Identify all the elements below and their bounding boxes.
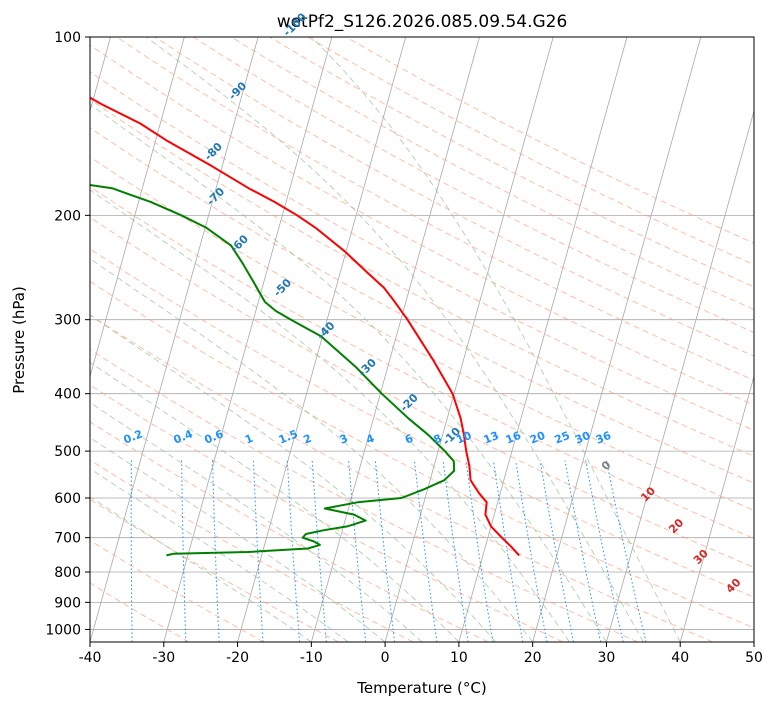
dry-adiabat-line [116,37,754,381]
dry-adiabat-line [90,44,754,406]
x-tick-label: 30 [598,650,616,666]
mixing-ratio-line [515,460,548,642]
moist-adiabat-line [90,314,497,642]
x-tick-label: 0 [381,650,390,666]
y-tick-label: 100 [54,30,81,46]
isotherm-line [458,37,628,642]
x-tick-label: -10 [300,650,323,666]
isotherm-line [163,37,333,642]
series-layer [90,96,520,557]
mixing-ratio-line [493,460,524,642]
isotherm-line [384,37,554,642]
moist-adiabat-line [311,37,681,642]
mixing-ratio-line [606,460,647,642]
x-tick-label: -30 [152,650,175,666]
dry-adiabat-line [90,127,754,484]
y-tick-label: 800 [54,565,81,581]
isotherm-line [90,37,259,642]
y-tick-label: 600 [54,491,81,507]
grid-layer [90,37,754,642]
adiabat-layer [90,37,754,642]
mixing-ratio-label: 1 [243,432,255,447]
axis-layer: -40 -30 -20 -10 0 10 20 30 40 50 100 200 300 400 500 60… [45,30,763,666]
y-tick-label: 400 [54,387,81,403]
dry-adiabat-line [90,216,754,568]
chart-title: wetPf2_S126.2026.085.09.54.G26 [277,12,568,32]
plot-area [90,37,754,642]
mixing-ratio-line [564,460,602,642]
x-tick-label: 20 [524,650,542,666]
y-tick-label: 900 [54,595,81,611]
moist-adiabat-line [90,103,607,642]
mixing-ratio-label: 10 [454,429,473,447]
mixing-ratio-label: 16 [504,429,523,447]
dry-adiabat-line [90,98,754,457]
moist-adiabat-line [90,496,312,642]
y-axis-title: Pressure (hPa) [10,286,28,394]
mixing-ratio-line [442,460,469,642]
plot-frame [89,36,755,643]
isotherm-line [532,37,702,642]
isotherm-line [237,37,407,642]
x-tick-label: -40 [79,650,102,666]
dewpoint-line [90,184,456,557]
isotherm-line [90,37,185,379]
y-tick-label: 1000 [45,622,81,638]
moist-adiabat-line [90,258,534,642]
mixing-ratio-line [539,460,574,642]
dry-adiabat-line [90,71,754,431]
mixing-ratio-label: 36 [594,429,613,447]
mixing-ratio-label: 2 [302,432,314,447]
mixing-ratio-line [585,460,624,642]
isotherm-line [679,375,754,642]
mixing-ratio-label: 3 [338,432,350,447]
y-tick-label: 500 [54,444,81,460]
moist-adiabat-line [90,402,423,642]
mixing-ratio-label: 30 [573,429,592,447]
dry-adiabat-line [90,459,414,642]
x-tick-label: 50 [745,650,763,666]
mixing-ratio-label: 25 [553,429,572,447]
dry-adiabat-line [90,156,754,511]
y-tick-label: 200 [54,208,81,224]
dry-adiabat-line [90,348,638,642]
mixing-ratio-line [374,460,396,642]
dry-adiabat-line [154,37,754,357]
x-axis-title: Temperature (°C) [356,679,486,697]
x-tick-label: -20 [226,650,249,666]
temperature-line [90,96,520,557]
mixing-ratio-label: 20 [528,429,547,447]
dry-adiabat-line [90,314,713,642]
mixing-ratio-line [465,460,494,642]
mixing-ratio-label: 13 [482,429,501,447]
moist-adiabat-line [90,361,460,642]
mixing-ratio-label: 8 [432,432,444,447]
y-tick-label: 300 [54,313,81,329]
moist-adiabat-line [90,468,349,642]
y-tick-label: 700 [54,531,81,547]
isotherm-line [606,109,754,642]
x-tick-label: 10 [450,650,468,666]
x-tick-label: 40 [671,650,689,666]
dry-adiabat-line [90,186,754,540]
moist-adiabat-line [90,189,570,642]
